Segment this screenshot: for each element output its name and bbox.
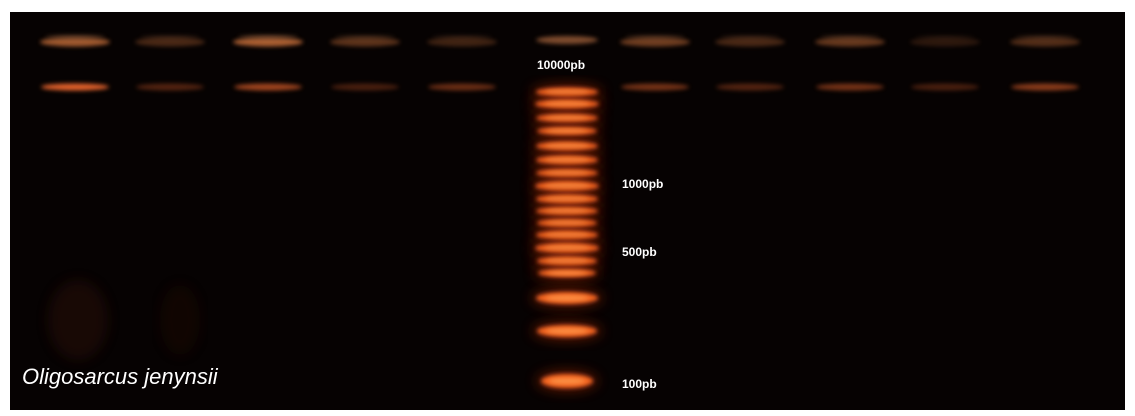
band <box>545 233 588 237</box>
band <box>547 271 588 274</box>
band <box>545 158 588 162</box>
band <box>545 171 588 174</box>
band <box>428 84 496 91</box>
band <box>549 378 585 384</box>
band <box>136 84 204 91</box>
gel-image: 10000pb 1000pb 500pb 100pb Oligosarcus j… <box>0 0 1135 416</box>
band <box>720 35 780 39</box>
band <box>545 296 588 301</box>
band <box>545 246 590 250</box>
band <box>546 259 588 263</box>
band <box>331 84 399 91</box>
ladder-label: 1000pb <box>622 177 663 191</box>
band <box>48 280 108 360</box>
band <box>716 84 784 91</box>
band <box>545 90 588 94</box>
band <box>545 197 588 201</box>
species-label: Oligosarcus jenynsii <box>22 364 219 389</box>
band <box>41 84 109 91</box>
band <box>234 84 302 91</box>
band <box>545 184 590 188</box>
band <box>160 285 200 355</box>
band <box>621 84 689 91</box>
band <box>536 36 598 44</box>
ladder-label: 500pb <box>622 245 657 259</box>
band <box>545 116 588 119</box>
band <box>545 144 588 148</box>
band <box>625 35 685 39</box>
band <box>140 35 200 39</box>
band <box>546 129 588 132</box>
band <box>546 221 588 224</box>
band <box>911 84 979 91</box>
ladder-label: 10000pb <box>537 58 585 72</box>
band <box>820 35 880 39</box>
band <box>335 35 395 39</box>
band <box>45 35 105 39</box>
band <box>545 209 588 212</box>
band <box>915 35 975 39</box>
band <box>545 102 590 106</box>
band <box>1011 84 1079 91</box>
band <box>1015 35 1075 39</box>
band <box>546 329 588 334</box>
band <box>238 35 298 39</box>
band <box>432 35 492 39</box>
band <box>816 84 884 91</box>
ladder-label: 100pb <box>622 377 657 391</box>
